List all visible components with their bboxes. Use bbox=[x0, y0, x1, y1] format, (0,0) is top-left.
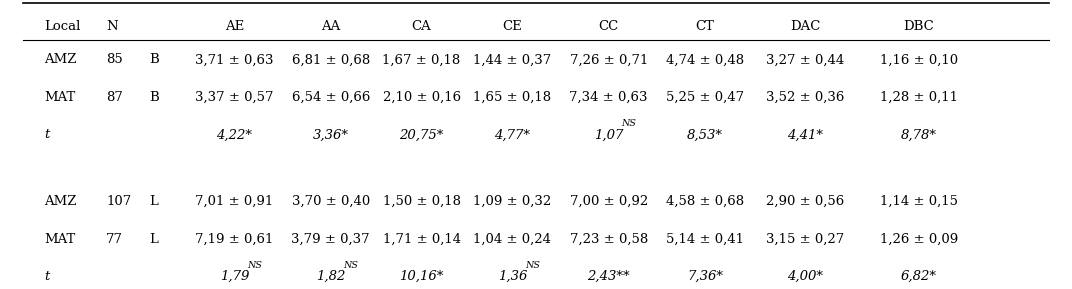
Text: 85: 85 bbox=[106, 53, 123, 66]
Text: 1,79: 1,79 bbox=[220, 270, 249, 283]
Text: 3,70 ± 0,40: 3,70 ± 0,40 bbox=[292, 195, 370, 208]
Text: 7,01 ± 0,91: 7,01 ± 0,91 bbox=[195, 195, 273, 208]
Text: 2,10 ± 0,16: 2,10 ± 0,16 bbox=[383, 91, 461, 104]
Text: 3,71 ± 0,63: 3,71 ± 0,63 bbox=[195, 53, 273, 66]
Text: Local: Local bbox=[44, 20, 80, 33]
Text: t: t bbox=[44, 128, 49, 141]
Text: 6,54 ± 0,66: 6,54 ± 0,66 bbox=[292, 91, 370, 104]
Text: 7,19 ± 0,61: 7,19 ± 0,61 bbox=[195, 233, 273, 246]
Text: 1,04 ± 0,24: 1,04 ± 0,24 bbox=[474, 233, 551, 246]
Text: AMZ: AMZ bbox=[44, 195, 77, 208]
Text: 1,09 ± 0,32: 1,09 ± 0,32 bbox=[474, 195, 552, 208]
Text: CT: CT bbox=[696, 20, 714, 33]
Text: CE: CE bbox=[503, 20, 522, 33]
Text: 7,00 ± 0,92: 7,00 ± 0,92 bbox=[569, 195, 647, 208]
Text: MAT: MAT bbox=[44, 233, 75, 246]
Text: 3,36*: 3,36* bbox=[313, 128, 348, 141]
Text: 3,79 ± 0,37: 3,79 ± 0,37 bbox=[292, 233, 370, 246]
Text: CA: CA bbox=[412, 20, 431, 33]
Text: 87: 87 bbox=[106, 91, 123, 104]
Text: 1,50 ± 0,18: 1,50 ± 0,18 bbox=[383, 195, 461, 208]
Text: 77: 77 bbox=[106, 233, 123, 246]
Text: 1,67 ± 0,18: 1,67 ± 0,18 bbox=[383, 53, 461, 66]
Text: N: N bbox=[106, 20, 118, 33]
Text: CC: CC bbox=[598, 20, 619, 33]
Text: 4,58 ± 0,68: 4,58 ± 0,68 bbox=[666, 195, 744, 208]
Text: 4,22*: 4,22* bbox=[217, 128, 253, 141]
Text: 7,36*: 7,36* bbox=[687, 270, 723, 283]
Text: 4,41*: 4,41* bbox=[788, 128, 823, 141]
Text: 1,82: 1,82 bbox=[316, 270, 345, 283]
Text: 1,26 ± 0,09: 1,26 ± 0,09 bbox=[880, 233, 958, 246]
Text: DBC: DBC bbox=[904, 20, 934, 33]
Text: 2,90 ± 0,56: 2,90 ± 0,56 bbox=[766, 195, 845, 208]
Text: 7,23 ± 0,58: 7,23 ± 0,58 bbox=[569, 233, 647, 246]
Text: AA: AA bbox=[322, 20, 340, 33]
Text: 1,36: 1,36 bbox=[497, 270, 527, 283]
Text: 7,34 ± 0,63: 7,34 ± 0,63 bbox=[569, 91, 647, 104]
Text: 1,44 ± 0,37: 1,44 ± 0,37 bbox=[474, 53, 552, 66]
Text: 8,53*: 8,53* bbox=[687, 128, 723, 141]
Text: 1,07: 1,07 bbox=[594, 128, 624, 141]
Text: L: L bbox=[149, 233, 158, 246]
Text: AMZ: AMZ bbox=[44, 53, 77, 66]
Text: 5,14 ± 0,41: 5,14 ± 0,41 bbox=[666, 233, 744, 246]
Text: 4,74 ± 0,48: 4,74 ± 0,48 bbox=[666, 53, 744, 66]
Text: 3,27 ± 0,44: 3,27 ± 0,44 bbox=[766, 53, 845, 66]
Text: 6,81 ± 0,68: 6,81 ± 0,68 bbox=[292, 53, 370, 66]
Text: B: B bbox=[149, 53, 159, 66]
Text: 3,15 ± 0,27: 3,15 ± 0,27 bbox=[766, 233, 845, 246]
Text: MAT: MAT bbox=[44, 91, 75, 104]
Text: AE: AE bbox=[225, 20, 244, 33]
Text: 4,00*: 4,00* bbox=[788, 270, 823, 283]
Text: 3,37 ± 0,57: 3,37 ± 0,57 bbox=[195, 91, 273, 104]
Text: NS: NS bbox=[343, 261, 358, 270]
Text: 1,71 ± 0,14: 1,71 ± 0,14 bbox=[383, 233, 461, 246]
Text: 107: 107 bbox=[106, 195, 132, 208]
Text: 1,14 ± 0,15: 1,14 ± 0,15 bbox=[880, 195, 957, 208]
Text: 6,82*: 6,82* bbox=[900, 270, 937, 283]
Text: t: t bbox=[44, 270, 49, 283]
Text: 8,78*: 8,78* bbox=[900, 128, 937, 141]
Text: 7,26 ± 0,71: 7,26 ± 0,71 bbox=[569, 53, 647, 66]
Text: 2,43**: 2,43** bbox=[587, 270, 630, 283]
Text: 4,77*: 4,77* bbox=[494, 128, 531, 141]
Text: L: L bbox=[149, 195, 158, 208]
Text: B: B bbox=[149, 91, 159, 104]
Text: 1,28 ± 0,11: 1,28 ± 0,11 bbox=[880, 91, 957, 104]
Text: NS: NS bbox=[525, 261, 540, 270]
Text: 20,75*: 20,75* bbox=[400, 128, 444, 141]
Text: NS: NS bbox=[247, 261, 262, 270]
Text: 10,16*: 10,16* bbox=[400, 270, 444, 283]
Text: 3,52 ± 0,36: 3,52 ± 0,36 bbox=[766, 91, 845, 104]
Text: NS: NS bbox=[621, 119, 636, 128]
Text: 1,16 ± 0,10: 1,16 ± 0,10 bbox=[880, 53, 958, 66]
Text: 5,25 ± 0,47: 5,25 ± 0,47 bbox=[666, 91, 744, 104]
Text: DAC: DAC bbox=[790, 20, 821, 33]
Text: 1,65 ± 0,18: 1,65 ± 0,18 bbox=[474, 91, 551, 104]
